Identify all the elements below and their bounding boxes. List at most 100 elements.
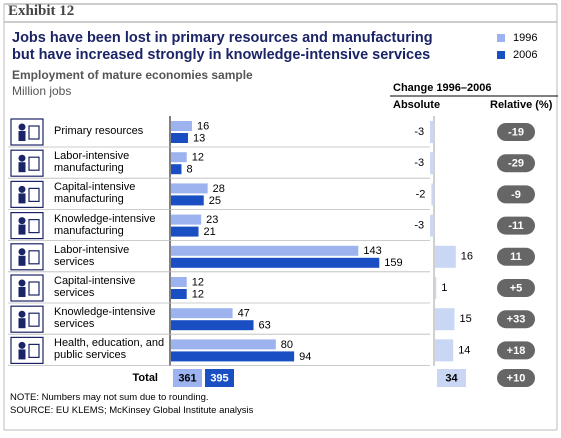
- bar: [171, 308, 233, 319]
- title: Jobs have been lost in primary resources…: [12, 30, 433, 63]
- legend-label: 2006: [513, 49, 537, 61]
- absolute-bar: [435, 277, 437, 299]
- icon-figure: [18, 279, 26, 287]
- icon-figure: [18, 123, 26, 131]
- value-label: 94: [299, 351, 311, 363]
- total-value: 395: [210, 372, 228, 384]
- bar: [171, 214, 202, 225]
- icon-figure: [18, 310, 26, 318]
- note: SOURCE: EU KLEMS; McKinsey Global Instit…: [10, 405, 254, 416]
- bar: [171, 289, 187, 299]
- icon-object: [28, 156, 40, 171]
- relative-label: +5: [510, 282, 523, 294]
- absolute-bar: [431, 183, 434, 206]
- icon-frame: [10, 212, 44, 240]
- category-label: Capital-intensive services: [54, 275, 136, 299]
- icon-figure: [18, 341, 26, 349]
- icon-figure: [18, 185, 26, 193]
- total-relative-pill: [497, 369, 535, 387]
- icon-figure: [18, 217, 26, 225]
- total-box: [205, 369, 234, 387]
- value-label: 143: [363, 245, 381, 257]
- value-label: 25: [209, 195, 221, 207]
- icon-frame: [10, 274, 44, 302]
- bar: [171, 351, 295, 362]
- relative-pill: [497, 154, 535, 173]
- absolute-bar: [435, 245, 456, 268]
- category-label: Labor-intensive services: [54, 243, 130, 268]
- absolute-bar: [430, 121, 434, 143]
- total-value: 361: [178, 372, 196, 384]
- relative-label: 11: [510, 251, 522, 263]
- absolute-label: 15: [460, 313, 472, 325]
- absolute-label: -3: [414, 220, 424, 232]
- icon-frame: [10, 336, 44, 364]
- note: NOTE: Numbers may not sum due to roundin…: [10, 392, 209, 403]
- icon-figure: [18, 287, 26, 297]
- icon-frame: [10, 149, 44, 177]
- bar: [171, 183, 208, 194]
- icon-figure: [18, 248, 26, 256]
- bar: [171, 226, 199, 237]
- value-label: 63: [259, 320, 271, 332]
- icon-object: [28, 125, 40, 140]
- value-label: 80: [281, 339, 293, 351]
- value-label: 16: [197, 120, 209, 132]
- value-label: 28: [213, 183, 225, 195]
- icon-object: [28, 281, 40, 296]
- legend-swatch: [497, 34, 505, 42]
- bar: [171, 320, 254, 331]
- bar: [171, 339, 276, 350]
- category-label: Knowledge-intensive manufacturing: [54, 212, 156, 237]
- relative-label: +18: [507, 345, 526, 357]
- value-label: 8: [186, 164, 192, 176]
- relative-pill: [497, 310, 535, 329]
- icon-figure: [18, 154, 26, 162]
- icon-figure: [18, 193, 26, 204]
- icon-object: [28, 343, 40, 358]
- subtitle: Employment of mature economies sample: [12, 68, 253, 82]
- relative-pill: [497, 247, 535, 266]
- relative-pill: [497, 216, 535, 235]
- value-label: 21: [204, 226, 216, 238]
- bar: [171, 277, 187, 287]
- icon-figure: [18, 131, 26, 141]
- total-absolute-box: [437, 369, 466, 387]
- bar: [171, 133, 189, 143]
- exhibit-label: Exhibit 12: [8, 3, 75, 19]
- icon-figure: [18, 162, 26, 173]
- relative-pill: [497, 185, 535, 204]
- value-label: 159: [384, 257, 402, 269]
- legend-label: 1996: [513, 32, 537, 44]
- relative-label: +33: [507, 314, 526, 326]
- absolute-bar: [435, 339, 454, 362]
- bar: [171, 164, 182, 175]
- absolute-label: 16: [461, 251, 473, 263]
- icon-figure: [18, 349, 26, 360]
- absolute-bar: [430, 214, 434, 237]
- relative-label: -11: [508, 220, 523, 232]
- icon-frame: [10, 180, 44, 208]
- icon-figure: [18, 318, 26, 329]
- icon-figure: [18, 224, 26, 235]
- relative-header: Relative (%): [490, 99, 553, 111]
- absolute-bar: [430, 152, 434, 175]
- value-label: 13: [193, 132, 205, 144]
- relative-label: -19: [508, 126, 524, 138]
- category-label: Primary resources: [54, 125, 144, 137]
- value-label: 12: [192, 276, 204, 288]
- absolute-label: -3: [414, 126, 424, 138]
- total-relative: +10: [507, 372, 526, 384]
- bar: [171, 195, 204, 206]
- bar: [171, 245, 359, 256]
- bar: [171, 121, 192, 131]
- icon-frame: [10, 243, 44, 271]
- icon-object: [28, 250, 40, 265]
- icon-figure: [18, 255, 26, 266]
- value-label: 12: [192, 288, 204, 300]
- relative-label: -29: [508, 158, 524, 170]
- category-label: Capital-intensive manufacturing: [54, 181, 136, 206]
- value-label: 23: [206, 214, 218, 226]
